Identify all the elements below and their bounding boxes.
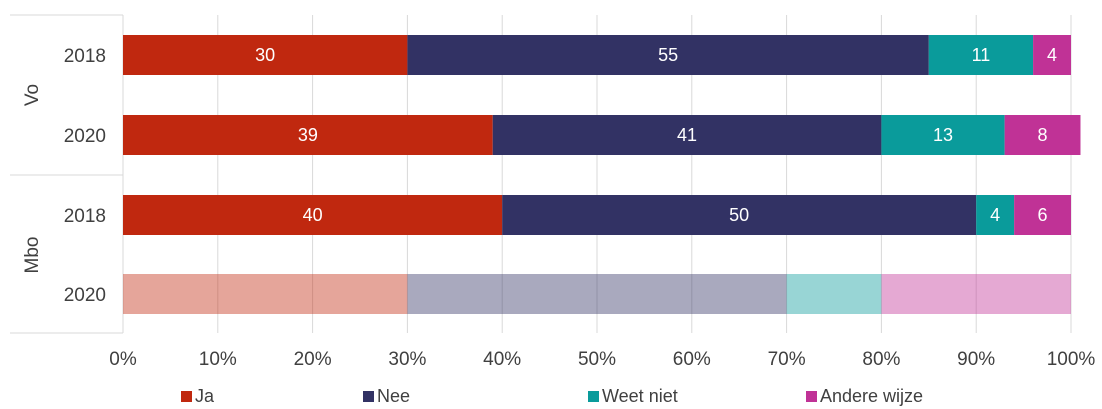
- bar-segment: [407, 274, 787, 314]
- bar-segment: [976, 195, 1015, 235]
- data-label: 39: [298, 125, 318, 145]
- data-label: 55: [658, 45, 678, 65]
- legend: Ja Nee Weet niet Andere wijze: [0, 386, 1102, 408]
- legend-item: Weet niet: [588, 386, 678, 407]
- chart-plot: 30 55 11 4 2018 39 41 13 8 2020 40 50 4 6 2018 2020 Vo Mb…: [10, 14, 1096, 370]
- bar-segment: [786, 274, 882, 314]
- category-label: 2018: [64, 46, 106, 67]
- bar-segment: [1014, 195, 1071, 235]
- legend-swatch: [181, 391, 192, 402]
- legend-swatch: [588, 391, 599, 402]
- bar-segment: [123, 195, 503, 235]
- category-label: 2018: [64, 206, 106, 227]
- x-tick-label: 60%: [673, 349, 711, 370]
- x-tick-label: 80%: [862, 349, 900, 370]
- legend-swatch: [806, 391, 817, 402]
- data-label: 4: [990, 205, 1000, 225]
- x-tick-label: 90%: [957, 349, 995, 370]
- x-tick-label: 100%: [1047, 349, 1096, 370]
- data-label: 50: [729, 205, 749, 225]
- data-label: 41: [677, 125, 697, 145]
- bar-segment: [123, 274, 408, 314]
- bar-segment: [123, 35, 408, 75]
- category-label: 2020: [64, 285, 106, 306]
- x-tick-label: 30%: [388, 349, 426, 370]
- x-tick-label: 40%: [483, 349, 521, 370]
- legend-item: Nee: [363, 386, 410, 407]
- bar-segment: [502, 195, 977, 235]
- data-label: 11: [972, 45, 991, 65]
- data-label: 13: [933, 125, 953, 145]
- legend-label: Andere wijze: [820, 386, 924, 406]
- group-label: Mbo: [22, 237, 43, 274]
- data-label: 6: [1038, 205, 1048, 225]
- bar-segment: [407, 35, 929, 75]
- legend-label: Nee: [377, 386, 411, 406]
- x-tick-label: 70%: [768, 349, 806, 370]
- legend-label: Weet niet: [602, 386, 678, 406]
- legend-swatch: [363, 391, 374, 402]
- x-tick-label: 50%: [578, 349, 616, 370]
- data-label: 4: [1047, 45, 1057, 65]
- data-label: 8: [1038, 125, 1048, 145]
- x-tick-label: 10%: [199, 349, 237, 370]
- bar-segment: [123, 115, 493, 155]
- legend-item: Andere wijze: [806, 386, 923, 407]
- group-label: Vo: [22, 84, 43, 106]
- data-label: 40: [303, 205, 323, 225]
- bar-segment: [928, 35, 1034, 75]
- bar-segment: [881, 274, 1071, 314]
- bar-segment: [492, 115, 882, 155]
- data-label: 30: [255, 45, 275, 65]
- x-tick-label: 0%: [109, 349, 137, 370]
- x-tick-label: 20%: [294, 349, 332, 370]
- bar-segment: [1033, 35, 1071, 75]
- category-label: 2020: [64, 126, 106, 147]
- legend-label: Ja: [195, 386, 215, 406]
- legend-item: Ja: [181, 386, 214, 407]
- bar-segment: [1004, 115, 1081, 155]
- bar-segment: [881, 115, 1005, 155]
